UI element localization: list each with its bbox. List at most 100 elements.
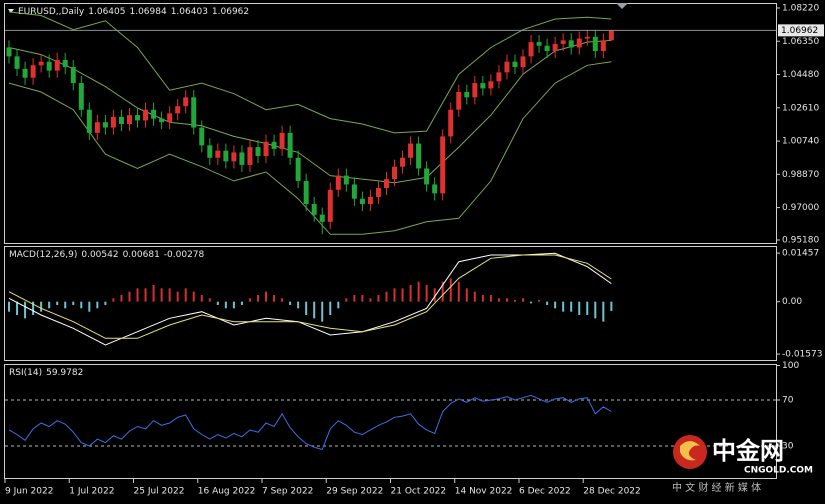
y-tick-label: 1.06350 <box>782 37 819 47</box>
macd-histogram-bar <box>602 301 605 322</box>
macd-histogram-bar <box>297 301 300 309</box>
y-tick-label: 100 <box>782 361 799 371</box>
candle-body <box>440 136 446 194</box>
candle-body <box>191 97 197 128</box>
macd-histogram-bar <box>128 291 131 302</box>
macd-histogram-bar <box>152 285 155 302</box>
macd-histogram-bar <box>489 295 492 302</box>
macd-histogram-bar <box>160 288 163 302</box>
macd-histogram-bar <box>377 295 380 302</box>
candle-body <box>199 127 205 146</box>
macd-histogram-bar <box>224 301 227 309</box>
candle-body <box>14 56 20 69</box>
macd-histogram-bar <box>433 288 436 302</box>
macd-histogram-bar <box>473 291 476 302</box>
candle-body <box>86 109 92 133</box>
candle-body <box>448 109 454 137</box>
candle-body <box>22 68 28 78</box>
candle-body <box>528 42 534 57</box>
candle-body <box>255 147 261 157</box>
candle-body <box>424 168 430 185</box>
macd-histogram-bar <box>538 300 541 302</box>
macd-histogram-bar <box>409 285 412 302</box>
macd-histogram-bar <box>176 291 179 302</box>
x-tick-label: 14 Nov 2022 <box>455 487 513 497</box>
candle-body <box>287 132 293 158</box>
rsi-value: 59.9782 <box>46 368 83 378</box>
candle-body <box>408 143 414 158</box>
candle-body <box>143 109 149 121</box>
candle-body <box>327 189 333 222</box>
macd-histogram-bar <box>256 295 259 302</box>
price-header: EURUSD,,Daily 1.06405 1.06984 1.06403 1.0696… <box>18 7 249 17</box>
candle-body <box>175 106 181 114</box>
candle-body <box>279 132 285 149</box>
macd-signal-line <box>8 254 612 339</box>
logo-icon <box>673 435 707 469</box>
candle-body <box>552 43 558 52</box>
candle-body <box>432 184 438 194</box>
candle-body <box>271 141 277 149</box>
candle-body <box>335 175 341 190</box>
macd-histogram-bar <box>570 301 573 312</box>
macd-histogram-bar <box>240 301 243 305</box>
candle-body <box>480 83 486 89</box>
candle-body <box>126 115 132 124</box>
macd-histogram-bar <box>522 298 525 302</box>
macd-histogram-bar <box>497 298 500 302</box>
y-tick-label: 1.00740 <box>782 137 819 147</box>
macd-histogram-bar <box>457 281 460 302</box>
candle-body <box>38 61 44 66</box>
macd-histogram-bar <box>513 300 516 302</box>
candle-body <box>118 116 124 124</box>
macd-histogram-bar <box>401 288 404 302</box>
y-tick-label: -0.01573 <box>782 350 822 360</box>
x-tick-label: 25 Jul 2022 <box>134 487 185 497</box>
candle-body <box>504 61 510 73</box>
macd-histogram-bar <box>329 301 332 315</box>
macd-histogram-bar <box>505 298 508 302</box>
macd-histogram-bar <box>481 295 484 302</box>
candle-body <box>295 157 301 181</box>
macd-histogram-bar <box>248 298 251 302</box>
candle-body <box>207 145 213 158</box>
y-tick-label: 0.00 <box>782 297 802 307</box>
candle-body <box>496 72 502 82</box>
candle-body <box>608 30 614 41</box>
candle-body <box>46 61 52 71</box>
macd-histogram-bar <box>16 301 19 315</box>
macd-histogram-bar <box>144 288 147 302</box>
x-tick-label: 6 Dec 2022 <box>519 487 571 497</box>
macd-histogram-bar <box>578 301 581 315</box>
macd-histogram-bar <box>417 281 420 302</box>
candle-body <box>231 152 237 162</box>
current-price-label: 1.06962 <box>781 26 818 36</box>
candle-body <box>600 40 606 52</box>
macd-main-value: 0.00542 <box>81 250 118 260</box>
candle-body <box>247 147 253 165</box>
candle-body <box>375 188 381 197</box>
x-tick-label: 16 Aug 2022 <box>198 487 256 497</box>
macd-histogram-bar <box>200 295 203 302</box>
macd-histogram-bar <box>184 288 187 302</box>
macd-histogram-bar <box>56 301 59 305</box>
candle-body <box>263 141 269 157</box>
x-tick-label: 28 Dec 2022 <box>583 487 641 497</box>
price-panel <box>4 3 777 244</box>
macd-histogram-bar <box>289 301 292 305</box>
macd-histogram-bar <box>216 301 219 305</box>
logo-tagline: 中 文 财 经 新 媒 体 <box>672 481 761 494</box>
candle-body <box>512 61 518 68</box>
y-tick-label: 30 <box>782 442 794 452</box>
candle-body <box>110 116 116 128</box>
candle-body <box>30 65 36 78</box>
logo-swirl <box>680 441 700 461</box>
macd-histogram-bar <box>40 301 43 312</box>
macd-signal-value: 0.00681 <box>123 250 160 260</box>
macd-histogram-bar <box>48 301 51 309</box>
macd-header: MACD(12,26,9) 0.00542 0.00681 -0.00278 <box>9 250 205 260</box>
candle-body <box>488 81 494 89</box>
macd-histogram-bar <box>265 291 268 302</box>
macd-histogram-bar <box>104 301 107 305</box>
bollinger-upper <box>8 11 612 134</box>
